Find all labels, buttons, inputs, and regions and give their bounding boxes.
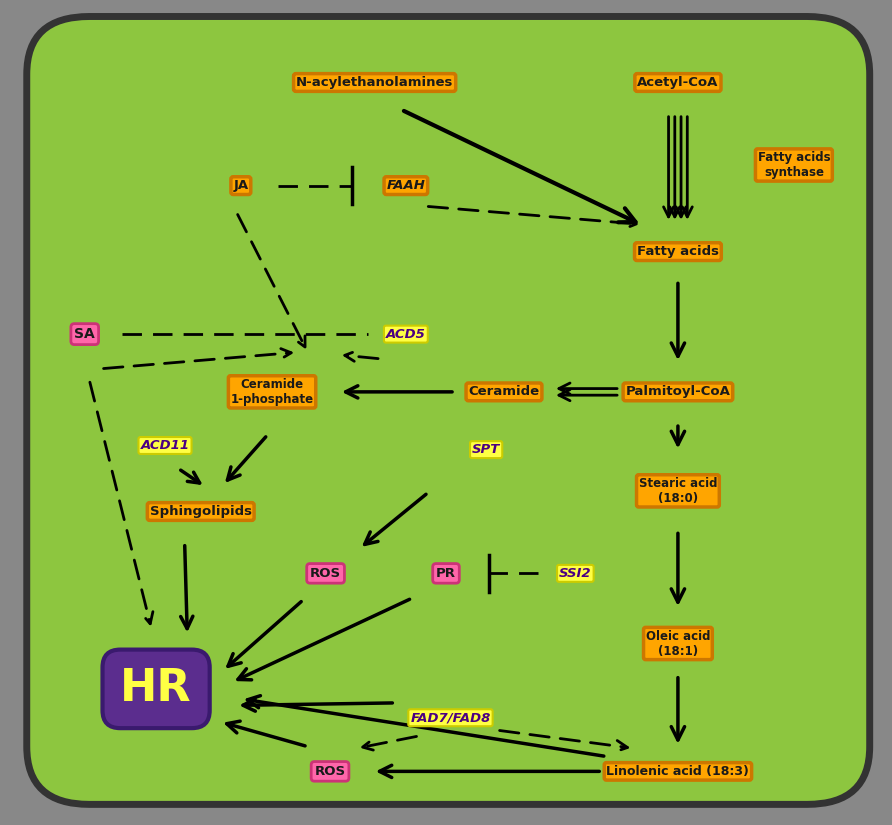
Text: Fatty acids: Fatty acids: [637, 245, 719, 258]
Text: ACD5: ACD5: [386, 328, 425, 341]
Text: Ceramide
1-phosphate: Ceramide 1-phosphate: [230, 378, 314, 406]
Text: Oleic acid
(18:1): Oleic acid (18:1): [646, 629, 710, 658]
Text: HR: HR: [120, 667, 192, 710]
Text: ROS: ROS: [310, 567, 341, 580]
Text: FAD7/FAD8: FAD7/FAD8: [410, 711, 491, 724]
Text: N-acylethanolamines: N-acylethanolamines: [296, 76, 453, 89]
Text: ACD11: ACD11: [140, 439, 190, 452]
Text: Stearic acid
(18:0): Stearic acid (18:0): [639, 477, 717, 505]
Text: Palmitoyl-CoA: Palmitoyl-CoA: [625, 385, 731, 398]
Text: Sphingolipids: Sphingolipids: [150, 505, 252, 518]
Text: Ceramide: Ceramide: [468, 385, 540, 398]
Text: SA: SA: [74, 328, 95, 341]
Text: PR: PR: [436, 567, 456, 580]
Text: Fatty acids
synthase: Fatty acids synthase: [757, 151, 830, 179]
Text: JA: JA: [234, 179, 248, 192]
Text: ROS: ROS: [315, 765, 345, 778]
Text: SPT: SPT: [472, 443, 500, 456]
Text: Linolenic acid (18:3): Linolenic acid (18:3): [607, 765, 749, 778]
Text: FAAH: FAAH: [386, 179, 425, 192]
FancyBboxPatch shape: [27, 16, 870, 804]
Text: Acetyl-CoA: Acetyl-CoA: [637, 76, 719, 89]
Text: SSI2: SSI2: [559, 567, 591, 580]
